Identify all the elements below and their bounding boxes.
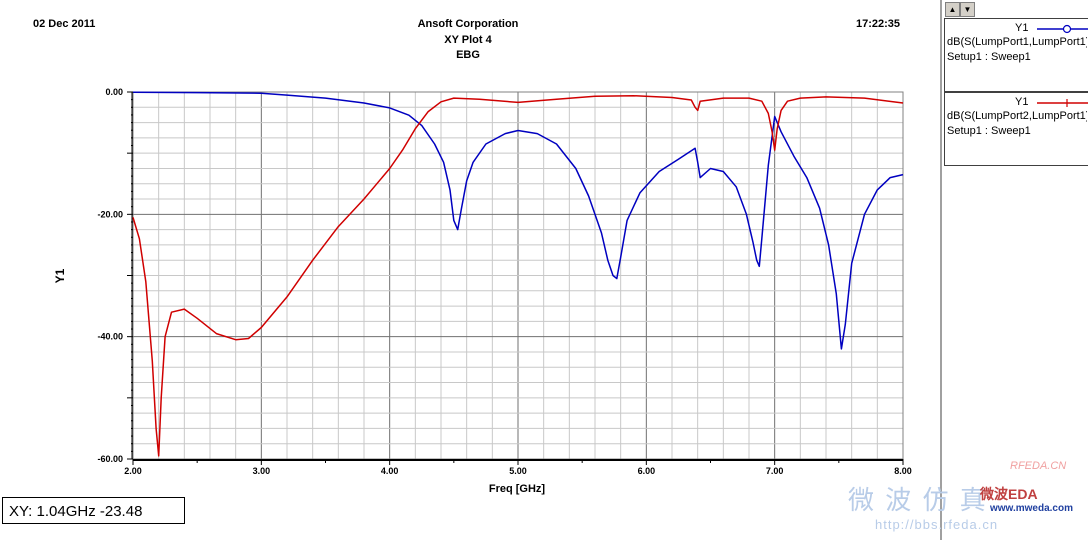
x-tick-label: 7.00 <box>766 466 784 476</box>
plot-grid <box>132 91 904 460</box>
legend-line-circle-icon <box>1037 24 1088 34</box>
x-axis-label: Freq [GHz] <box>489 483 546 495</box>
xy-plot[interactable]: 2.00 3.00 4.00 5.00 6.00 7.00 8.00 0.00 -20.00 -4… <box>0 0 940 540</box>
legend-panel[interactable]: ▲ ▼ Y1 dB(S(LumpPort1,LumpPort1)) Setup1… <box>940 0 1088 540</box>
y-axis-label: Y1 <box>53 268 67 283</box>
plot-time: 17:22:35 <box>856 18 901 30</box>
y-tick-label: -20.00 <box>97 209 123 219</box>
series-line-s21[interactable] <box>132 94 904 457</box>
legend-setup: Setup1 : Sweep1 <box>947 125 1031 137</box>
legend-setup: Setup1 : Sweep1 <box>947 51 1031 63</box>
cursor-readout: XY: 1.04GHz -23.48 <box>2 497 185 524</box>
axis-ticks <box>127 91 904 465</box>
x-tick-label: 8.00 <box>894 466 912 476</box>
legend-trace-name: Y1 <box>1015 96 1029 108</box>
plot-window[interactable]: 02 Dec 2011 Ansoft Corporation XY Plot 4… <box>0 0 940 540</box>
plot-title: XY Plot 4 <box>444 34 492 46</box>
legend-entry-s21[interactable]: Y1 dB(S(LumpPort2,LumpPort1)) Setup1 : S… <box>944 92 1088 166</box>
legend-expression: dB(S(LumpPort2,LumpPort1)) <box>947 110 1087 122</box>
legend-expression: dB(S(LumpPort1,LumpPort1)) <box>947 36 1087 48</box>
legend-line-plus-icon <box>1037 99 1088 107</box>
scroll-down-icon[interactable]: ▼ <box>960 2 975 17</box>
x-tick-label: 3.00 <box>253 466 271 476</box>
legend-trace-name: Y1 <box>1015 22 1029 34</box>
y-tick-label: 0.00 <box>105 87 123 97</box>
y-tick-label: -40.00 <box>97 332 123 342</box>
design-name: EBG <box>456 49 480 61</box>
x-tick-label: 4.00 <box>381 466 399 476</box>
y-tick-label: -60.00 <box>97 454 123 464</box>
x-tick-label: 6.00 <box>638 466 656 476</box>
plot-date: 02 Dec 2011 <box>33 18 96 30</box>
axis-tick-labels: 2.00 3.00 4.00 5.00 6.00 7.00 8.00 0.00 -20.00 -4… <box>97 87 911 476</box>
scroll-up-icon[interactable]: ▲ <box>945 2 960 17</box>
plot-series[interactable] <box>132 91 904 457</box>
x-tick-label: 2.00 <box>124 466 142 476</box>
legend-entry-s11[interactable]: Y1 dB(S(LumpPort1,LumpPort1)) Setup1 : S… <box>944 18 1088 92</box>
x-tick-label: 5.00 <box>509 466 527 476</box>
series-line-s11[interactable] <box>132 91 904 350</box>
company-name: Ansoft Corporation <box>417 18 519 30</box>
